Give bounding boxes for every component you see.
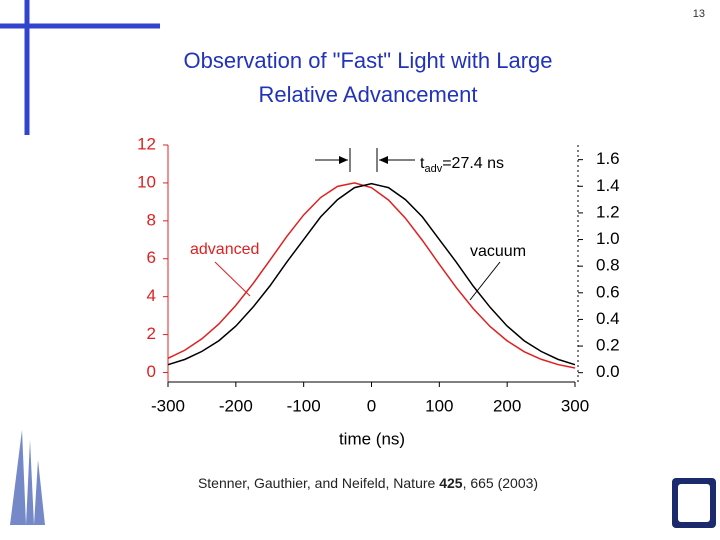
y-tick-label: 6 <box>147 248 156 267</box>
y2-tick-label: 1.0 <box>596 229 620 248</box>
y-tick-label: 2 <box>147 324 156 343</box>
y-tick-label: 8 <box>147 210 156 229</box>
y2-tick-label: 0.8 <box>596 256 620 275</box>
label-arrow <box>469 261 501 301</box>
x-tick-label: 200 <box>493 396 521 415</box>
series-label: vacuum <box>470 243 526 260</box>
annotation-rest: =27.4 ns <box>442 155 504 172</box>
title-line: Relative Advancement <box>259 82 478 107</box>
x-tick-label: -200 <box>219 396 253 415</box>
y-tick-label: 10 <box>137 172 156 191</box>
page-number: 13 <box>693 8 705 20</box>
y2-tick-label: 1.2 <box>596 202 620 221</box>
y-tick-label: 4 <box>147 286 156 305</box>
citation-volume: 425 <box>439 475 463 491</box>
y2-tick-label: 0.4 <box>596 309 620 328</box>
x-tick-label: -300 <box>151 396 185 415</box>
citation: Stenner, Gauthier, and Neifeld, Nature 4… <box>198 475 538 491</box>
x-axis-label: time (ns) <box>339 429 405 448</box>
label-arrow <box>214 261 251 297</box>
logo-inner <box>678 484 710 522</box>
annotation-t: t <box>420 155 425 172</box>
series-line <box>167 182 576 369</box>
series-label: advanced <box>190 241 259 258</box>
title-line: Observation of "Fast" Light with Large <box>183 48 552 73</box>
logo <box>672 478 716 528</box>
x-tick-label: 0 <box>367 396 376 415</box>
decor-spike <box>10 430 45 525</box>
x-tick-label: 100 <box>425 396 453 415</box>
annotation-arrowhead <box>339 156 348 164</box>
x-tick-label: 300 <box>561 396 589 415</box>
y-tick-label: 0 <box>147 362 156 381</box>
annotation-arrowhead <box>379 156 388 164</box>
annotation: tadv=27.4 ns <box>420 155 504 175</box>
y2-tick-label: 0.6 <box>596 282 620 301</box>
y2-tick-label: 0.0 <box>596 362 620 381</box>
series-line <box>167 182 576 366</box>
annotation-sub: adv <box>424 163 442 175</box>
y2-tick-label: 1.6 <box>596 149 620 168</box>
decor-spikes <box>10 430 45 525</box>
x-tick-label: -100 <box>287 396 321 415</box>
y-tick-label: 12 <box>137 134 156 153</box>
citation-text: , 665 (2003) <box>463 475 539 491</box>
y2-tick-label: 0.2 <box>596 336 620 355</box>
citation-text: Stenner, Gauthier, and Neifeld, Nature <box>198 475 439 491</box>
y2-tick-label: 1.4 <box>596 176 620 195</box>
